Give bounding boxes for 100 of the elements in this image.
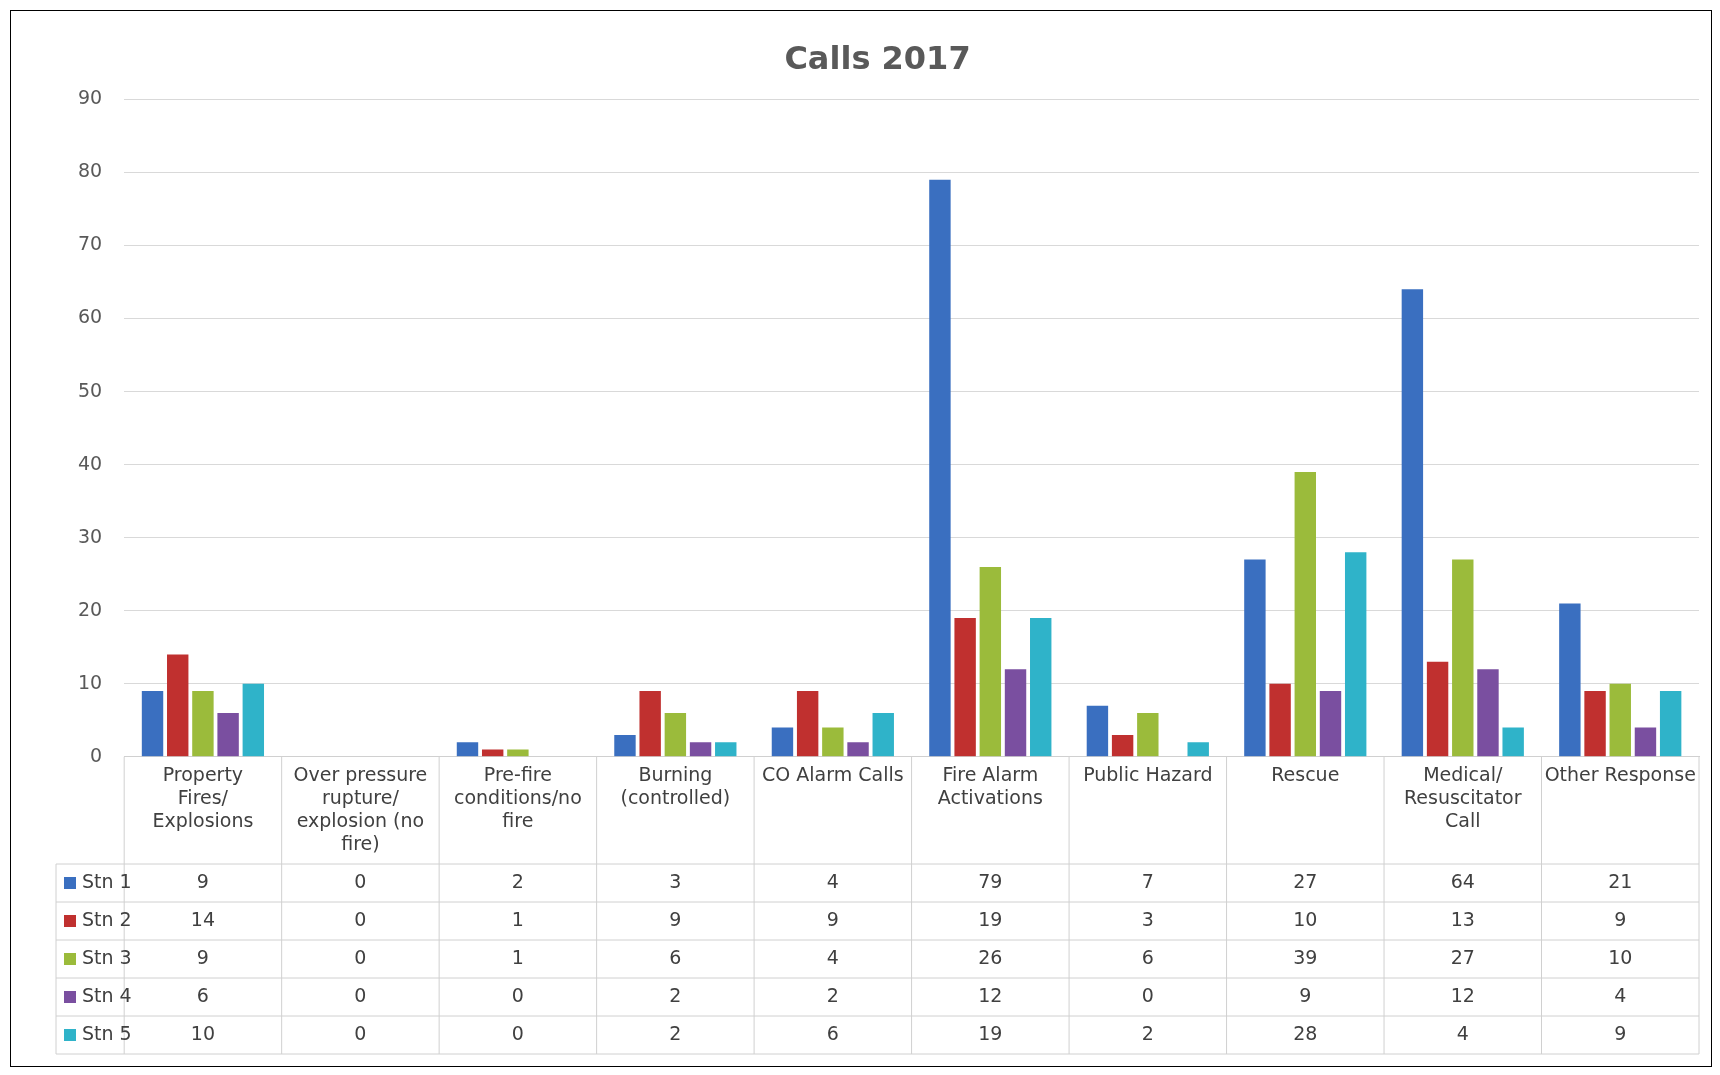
x-tick-label: CO Alarm Calls (762, 763, 904, 786)
x-tick-label: Fire Alarm Activations (937, 763, 1043, 808)
data-label: 2 (1141, 1021, 1154, 1044)
data-label: 27 (1293, 869, 1318, 892)
bar (1559, 603, 1581, 757)
chart-title: Calls 2017 (784, 38, 971, 77)
y-tick-label: 50 (77, 378, 103, 401)
x-tick-label: Burning (controlled) (620, 763, 731, 808)
data-label: 9 (826, 907, 839, 930)
bar (664, 712, 687, 757)
data-label: 12 (1450, 983, 1475, 1006)
y-tick-label: 70 (77, 232, 103, 255)
data-label: 4 (1456, 1021, 1469, 1044)
data-label: 9 (196, 869, 209, 892)
data-label: 39 (1293, 945, 1318, 968)
data-label: 9 (1614, 1021, 1627, 1044)
bar (1477, 669, 1499, 757)
bar (481, 749, 504, 757)
legend-label: Stn 3 (82, 945, 132, 968)
bar (1269, 683, 1291, 757)
bar (796, 691, 819, 757)
bar (1187, 742, 1209, 757)
bar (456, 742, 479, 757)
bar (1344, 552, 1367, 757)
legend-label: Stn 4 (82, 983, 132, 1006)
data-label: 0 (511, 983, 524, 1006)
data-label: 6 (1141, 945, 1154, 968)
y-tick-label: 30 (77, 524, 103, 547)
data-label: 2 (511, 869, 524, 892)
x-tick-label: Rescue (1271, 763, 1340, 786)
bar (1086, 705, 1109, 757)
bar (242, 683, 265, 757)
data-label: 0 (511, 1021, 524, 1044)
bar (1401, 289, 1424, 757)
data-label: 1 (511, 907, 524, 930)
data-label: 7 (1141, 869, 1154, 892)
bar (1634, 727, 1657, 757)
y-tick-label: 10 (77, 670, 103, 693)
bar (1426, 661, 1449, 757)
y-tick-label: 0 (90, 743, 103, 766)
bar (507, 749, 529, 757)
legend-label: Stn 1 (82, 869, 132, 892)
data-label: 3 (669, 869, 682, 892)
data-label: 21 (1608, 869, 1633, 892)
data-label: 0 (354, 1021, 367, 1044)
bar (771, 727, 794, 757)
data-label: 0 (354, 869, 367, 892)
bar (1319, 691, 1342, 757)
data-label: 0 (354, 945, 367, 968)
data-label: 0 (354, 983, 367, 1006)
data-label: 10 (1608, 945, 1633, 968)
bar (167, 654, 189, 757)
x-tick-label: Pre-fire conditions/no fire (453, 763, 582, 831)
bar (1244, 559, 1266, 757)
data-label: 9 (1614, 907, 1627, 930)
bar (872, 712, 894, 757)
data-label: 4 (826, 945, 839, 968)
bar (1137, 712, 1159, 757)
data-label: 79 (978, 869, 1003, 892)
data-label: 2 (669, 1021, 682, 1044)
bar (141, 691, 164, 757)
bar (1659, 691, 1682, 757)
bar (1502, 727, 1524, 757)
data-label: 9 (196, 945, 209, 968)
data-label: 1 (511, 945, 524, 968)
bar (639, 691, 661, 757)
data-label: 6 (669, 945, 682, 968)
bar (217, 712, 239, 757)
data-label: 28 (1293, 1021, 1318, 1044)
bar (1584, 691, 1606, 757)
x-tick-label: Medical/Resuscitator Call (1403, 763, 1522, 831)
x-tick-label: Over pressure rupture/explosion (no fire) (293, 763, 428, 854)
bar (1452, 559, 1474, 757)
data-label: 14 (190, 907, 216, 930)
data-label: 9 (669, 907, 682, 930)
bar (847, 742, 869, 757)
bar (1609, 683, 1631, 757)
data-label: 0 (1141, 983, 1154, 1006)
legend-label: Stn 5 (82, 1021, 132, 1044)
data-label: 0 (354, 907, 367, 930)
y-tick-label: 40 (77, 451, 103, 474)
data-label: 19 (978, 907, 1003, 930)
bar (1111, 734, 1134, 757)
data-label: 2 (669, 983, 682, 1006)
x-tick-label: Other Response (1544, 763, 1696, 786)
data-label: 4 (826, 869, 839, 892)
data-label: 27 (1450, 945, 1475, 968)
y-tick-label: 60 (77, 305, 103, 328)
data-label: 4 (1614, 983, 1627, 1006)
bar (929, 179, 951, 757)
y-tick-label: 20 (77, 597, 103, 620)
bar (614, 734, 636, 757)
x-tick-label: Property Fires/Explosions (152, 763, 254, 831)
y-tick-label: 90 (77, 86, 103, 109)
data-label: 10 (1293, 907, 1318, 930)
data-label: 6 (826, 1021, 839, 1044)
data-label: 12 (978, 983, 1003, 1006)
bar (1004, 669, 1027, 757)
data-label: 10 (190, 1021, 216, 1044)
bar (822, 727, 844, 757)
